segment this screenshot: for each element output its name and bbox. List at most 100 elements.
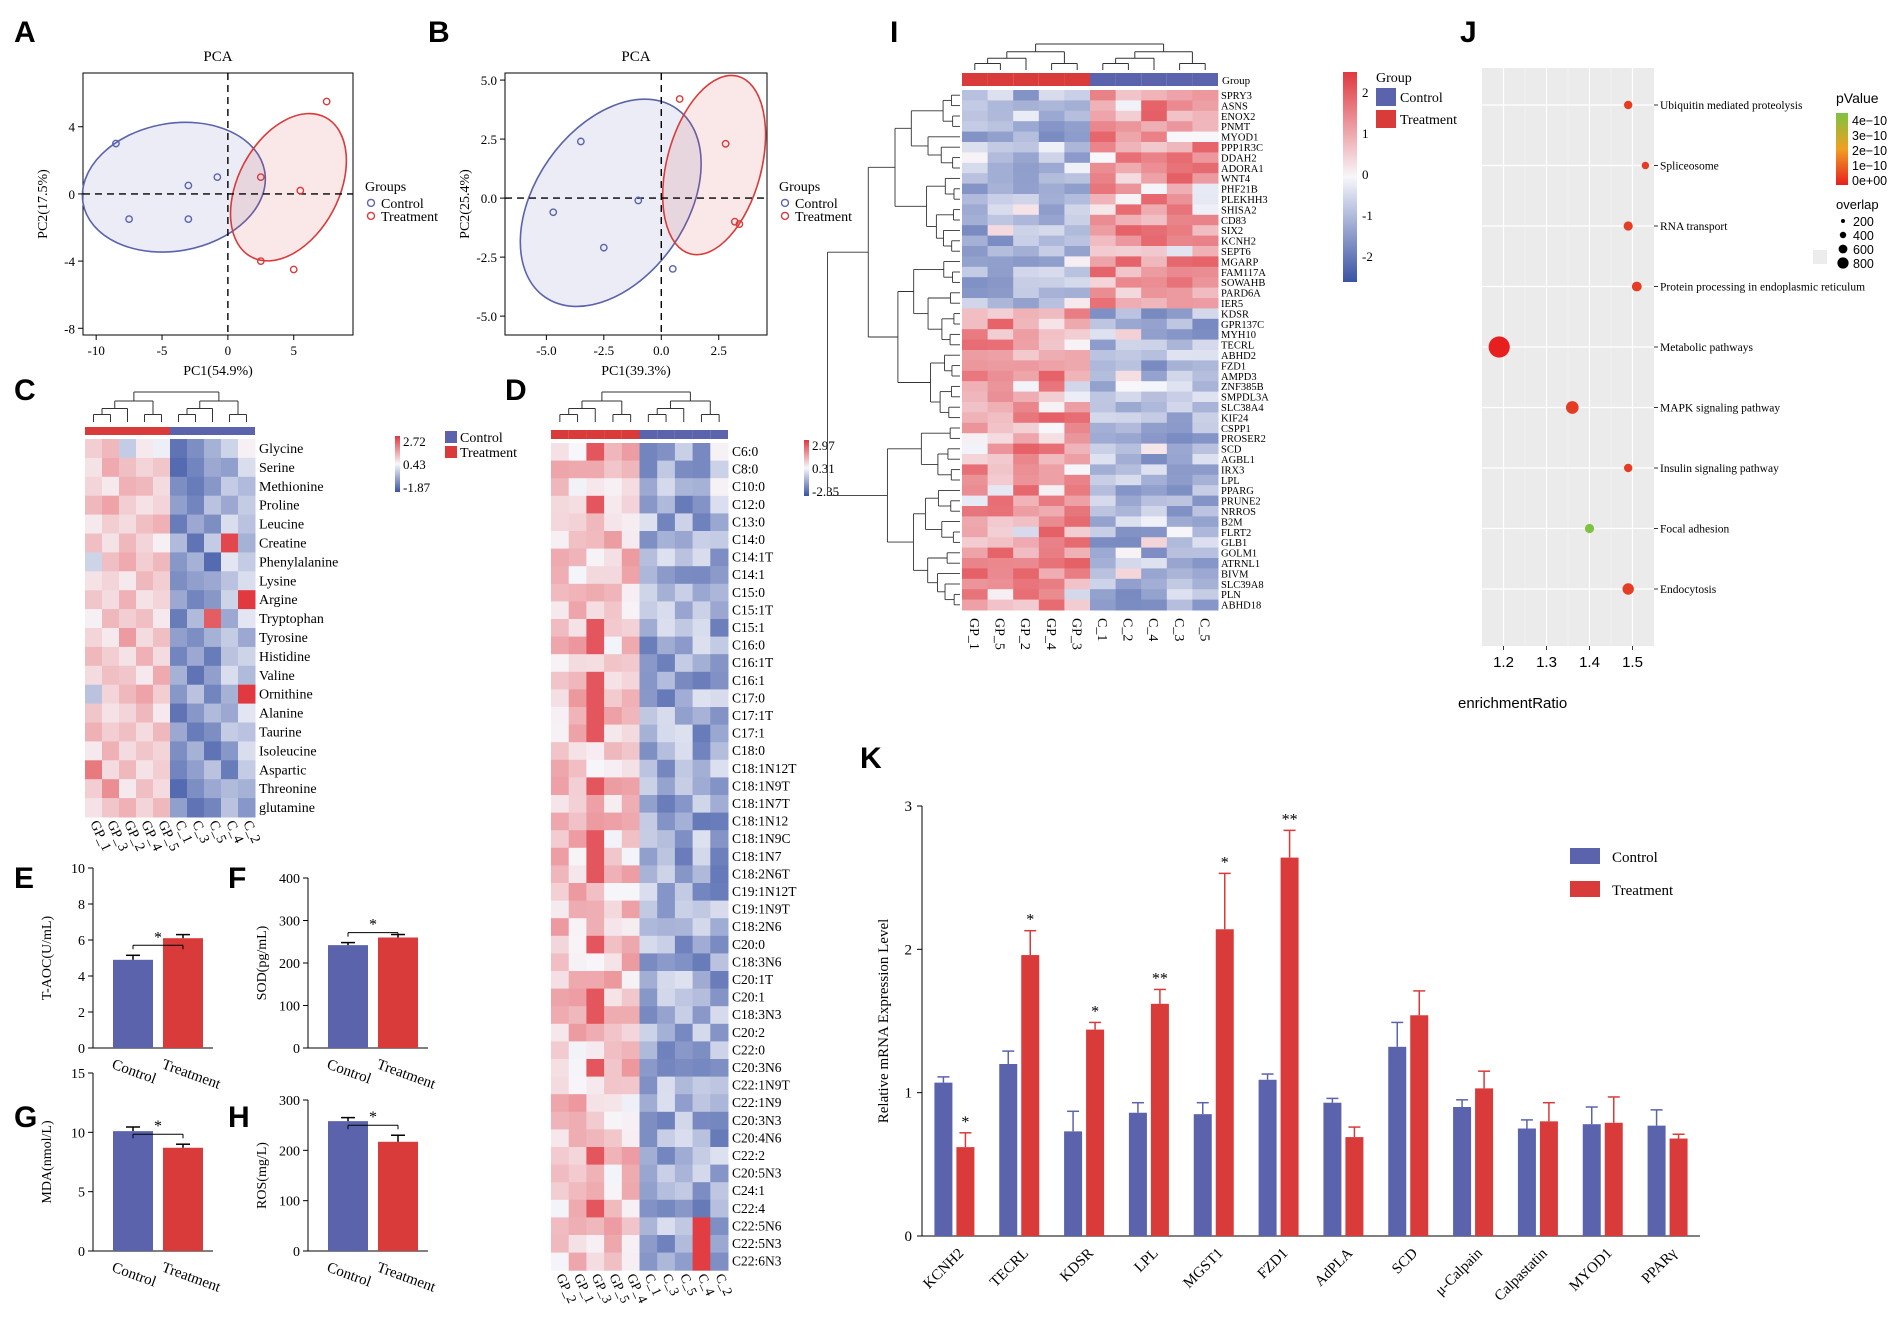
heatmap-cell [568, 1041, 587, 1060]
heatmap-cell [621, 1235, 640, 1254]
heatmap-cell [987, 235, 1014, 247]
data-point-control [112, 139, 120, 148]
heatmap-cell [674, 1182, 694, 1201]
x-tick-label: -5.0 [536, 343, 557, 358]
heatmap-cell [153, 571, 171, 591]
heatmap-cell [639, 1147, 658, 1166]
group-annotation-cell [1038, 73, 1065, 86]
heatmap-cell [136, 533, 154, 553]
heatmap-cell [204, 684, 222, 705]
heatmap-cell [1115, 526, 1142, 538]
heatmap-cell [1090, 412, 1117, 424]
row-label: C18:2N6T [732, 866, 791, 881]
heatmap-cell [710, 460, 729, 479]
heatmap-cell [1038, 162, 1065, 174]
heatmap-cell [604, 619, 623, 638]
heatmap-cell [674, 1023, 694, 1042]
column-label: C_5 [677, 1271, 700, 1298]
heatmap-cell [1141, 246, 1168, 257]
heatmap-cell [1090, 443, 1117, 455]
heatmap-cell [1115, 298, 1142, 309]
heatmap-cell [1166, 152, 1193, 164]
heatmap-cell [1013, 266, 1040, 278]
bar-control [113, 1131, 153, 1251]
heatmap-cell [1192, 173, 1219, 185]
heatmap-cell [221, 741, 239, 761]
legend-label-control: Control [381, 197, 424, 212]
heatmap-cell [639, 971, 658, 990]
heatmap-cell [136, 590, 154, 610]
heatmap-cell [1064, 266, 1091, 278]
heatmap-cell [621, 1147, 640, 1166]
heatmap-cell [551, 478, 570, 497]
heatmap-cell [621, 724, 640, 743]
heatmap-cell [1166, 391, 1193, 403]
heatmap-cell [568, 1252, 587, 1271]
heatmap-cell [987, 599, 1014, 611]
heatmap-cell [621, 971, 640, 990]
heatmap-cell [710, 1217, 729, 1236]
y-tick-label: 4 [78, 970, 85, 985]
pathway-label: RNA transport [1660, 221, 1728, 233]
heatmap-cell [674, 707, 694, 726]
heatmap-cell [1141, 422, 1168, 434]
heatmap-cell [1038, 131, 1065, 143]
heatmap-cell [1090, 485, 1117, 497]
pvalue-legend-title: pValue [1836, 90, 1879, 106]
heatmap-cell [1013, 558, 1040, 569]
heatmap-cell [1115, 506, 1142, 517]
heatmap-cell [1141, 485, 1168, 497]
heatmap-cell [710, 1182, 729, 1201]
bar-control [1647, 1125, 1666, 1236]
significance-marker: ** [1282, 811, 1298, 828]
heatmap-cell [1038, 100, 1065, 112]
heatmap-cell [1115, 277, 1142, 289]
heatmap-cell [187, 533, 205, 553]
y-tick-label: 400 [279, 872, 300, 887]
heatmap-cell [692, 654, 711, 673]
heatmap-cell [1115, 194, 1142, 205]
bar-treatment [1539, 1121, 1558, 1236]
heatmap-cell [1064, 235, 1091, 247]
heatmap-cell [674, 900, 694, 919]
heatmap-cell [639, 1164, 658, 1183]
heatmap-cell [568, 900, 587, 919]
heatmap-cell [639, 742, 658, 761]
heatmap-cell [987, 402, 1014, 413]
heatmap-cell [657, 689, 676, 708]
heatmap-cell [1115, 558, 1142, 569]
panel-label-j: J [1460, 16, 1477, 49]
overlap-tick: 400 [1853, 229, 1874, 243]
heatmap-cell [586, 1164, 605, 1183]
heatmap-cell [586, 900, 605, 919]
heatmap-cell [674, 883, 694, 902]
heatmap-cell [692, 566, 711, 585]
heatmap-cell [1013, 339, 1040, 351]
heatmap-cell [639, 654, 658, 673]
heatmap-cell [568, 812, 587, 831]
heatmap-cell [692, 1111, 711, 1130]
heatmap-cell [674, 830, 694, 849]
heatmap-cell [962, 235, 989, 247]
heatmap-cell [187, 741, 205, 761]
heatmap-cell [1090, 131, 1117, 143]
heatmap-cell [586, 1111, 605, 1130]
row-label: CSPP1 [1221, 424, 1251, 435]
row-label: glutamine [259, 801, 315, 816]
heatmap-cell [674, 1094, 694, 1113]
heatmap-cell [639, 1023, 658, 1042]
heatmap-cell [710, 1235, 729, 1254]
heatmap-cell [674, 953, 694, 972]
heatmap-cell [153, 495, 171, 516]
heatmap-cell [102, 722, 120, 742]
heatmap-cell [1166, 131, 1193, 143]
heatmap-cell [1115, 537, 1142, 549]
column-label: GP_3 [1068, 618, 1083, 650]
heatmap-cell [692, 1076, 711, 1095]
heatmap-cell [568, 1217, 587, 1236]
row-label: Threonine [259, 782, 317, 797]
heatmap-cell [221, 476, 239, 497]
heatmap-cell [1064, 142, 1091, 153]
heatmap-cell [621, 777, 640, 796]
row-label: C10:0 [732, 479, 765, 494]
